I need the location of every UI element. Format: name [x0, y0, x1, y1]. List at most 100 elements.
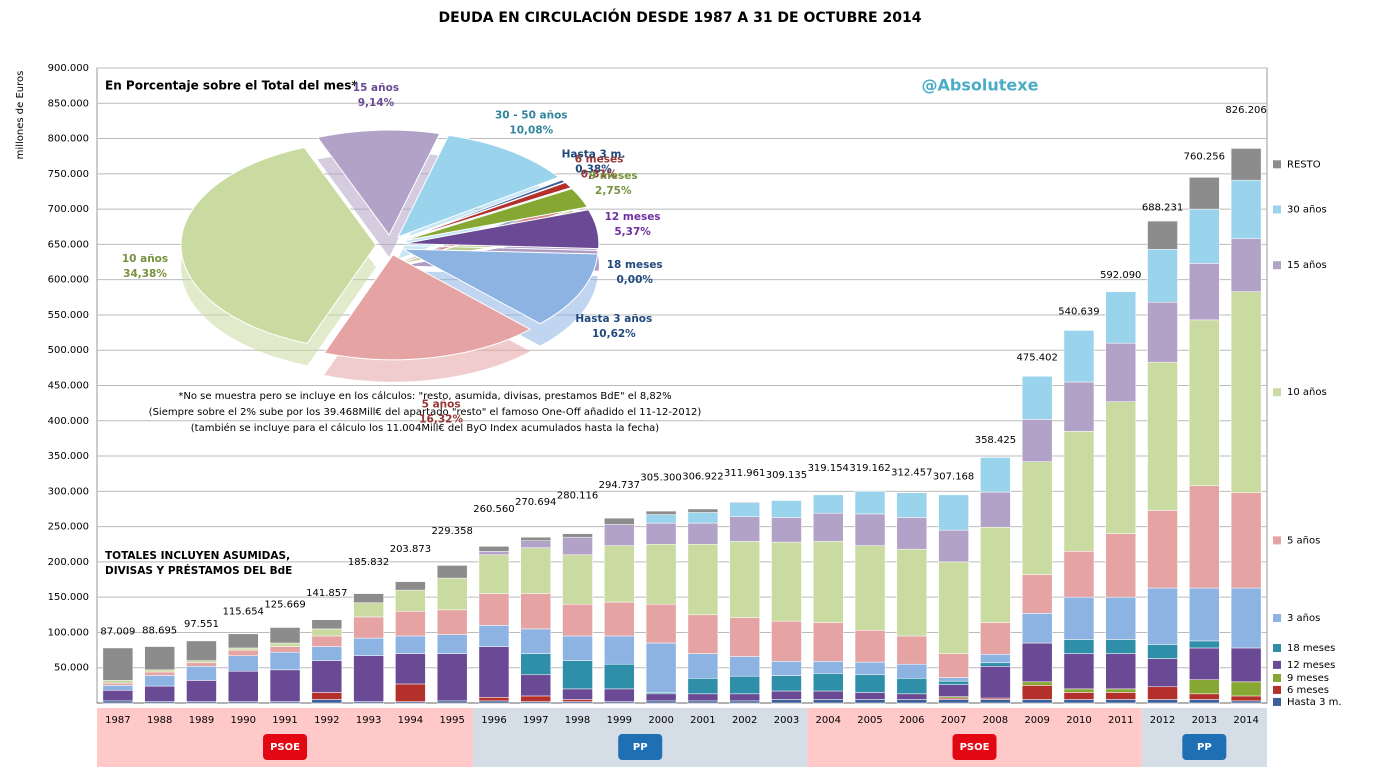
y-tick-label: 800.000 — [48, 134, 89, 145]
bar-segment — [604, 517, 635, 525]
y-tick-label: 200.000 — [48, 557, 89, 568]
bar-segment — [1147, 361, 1178, 511]
bar-segment — [813, 661, 844, 674]
bar-segment — [938, 677, 969, 682]
bar-segment — [729, 541, 760, 618]
bar-segment — [395, 581, 426, 591]
bar-segment — [1105, 533, 1136, 598]
total-label: 319.154 — [808, 463, 849, 474]
bar-segment — [687, 653, 719, 679]
bar-segment — [854, 513, 886, 546]
x-tick-label: 1998 — [565, 715, 590, 726]
bar-segment — [520, 653, 551, 676]
y-tick-label: 500.000 — [48, 345, 89, 356]
total-label: 311.961 — [724, 468, 765, 479]
legend-swatch — [1273, 697, 1281, 706]
bar-segment — [1147, 686, 1178, 700]
bar-segment — [771, 699, 802, 704]
bar-segment — [102, 647, 134, 681]
bar-segment — [1147, 510, 1178, 589]
y-tick-label: 550.000 — [48, 310, 89, 321]
bar-segment — [896, 548, 928, 637]
total-label: 125.669 — [264, 599, 305, 610]
bar-segment — [938, 680, 969, 685]
x-tick-label: 2002 — [732, 715, 757, 726]
bar-segment — [1063, 639, 1095, 654]
bar-segment — [854, 630, 886, 663]
bar-segment — [478, 646, 510, 698]
bar-segment — [854, 545, 886, 631]
bar-segment — [269, 669, 301, 702]
bar-segment — [1105, 596, 1136, 640]
bar-segment — [102, 700, 134, 704]
bar-segment — [896, 678, 928, 695]
bar-segment — [562, 660, 593, 690]
total-label: 475.402 — [1016, 353, 1057, 364]
bar-segment — [186, 680, 217, 702]
bar-segment — [1230, 492, 1262, 589]
bar-segment — [1063, 653, 1095, 690]
bar-segment — [436, 609, 468, 635]
bar-segment — [1105, 401, 1136, 534]
bar-segment — [562, 635, 593, 661]
pie-slice — [401, 181, 573, 241]
bar-segment — [395, 611, 426, 637]
bar-segment — [1189, 177, 1220, 210]
bar-segment — [813, 512, 844, 542]
x-tick-label: 1997 — [523, 715, 548, 726]
bar-segment — [771, 620, 802, 662]
total-label: 185.832 — [348, 557, 389, 568]
bar-segment — [269, 642, 301, 647]
pie-value-label: 2,75% — [595, 185, 632, 197]
pie-slice — [403, 209, 600, 250]
bar-segment — [1021, 419, 1053, 462]
bar-segment — [645, 544, 677, 605]
x-tick-label: 2014 — [1233, 715, 1258, 726]
bar-segment — [1147, 587, 1178, 645]
bar-segment — [980, 527, 1011, 623]
pie-slice — [180, 146, 377, 344]
bar-segment — [520, 536, 551, 541]
y-tick-label: 150.000 — [48, 592, 89, 603]
legend-label: 18 meses — [1287, 643, 1335, 654]
x-tick-label: 2008 — [983, 715, 1008, 726]
total-label: 306.922 — [682, 471, 723, 482]
bar-segment — [813, 673, 844, 692]
annotation: TOTALES INCLUYEN ASUMIDAS, — [105, 550, 290, 562]
legend-swatch — [1273, 205, 1281, 214]
bar-segment — [980, 622, 1011, 655]
bar-segment — [1189, 699, 1220, 704]
bar-segment — [1021, 642, 1053, 683]
x-tick-label: 2009 — [1024, 715, 1049, 726]
bar-segment — [896, 492, 928, 518]
total-label: 141.857 — [306, 588, 347, 599]
bar-segment — [353, 616, 384, 639]
bar-segment — [729, 675, 760, 695]
x-tick-label: 2005 — [857, 715, 882, 726]
bar-segment — [520, 674, 551, 697]
y-tick-label: 650.000 — [48, 239, 89, 250]
total-label: 319.162 — [849, 463, 890, 474]
legend-label: RESTO — [1287, 159, 1321, 170]
bar-segment — [520, 540, 551, 549]
legend-swatch — [1273, 160, 1281, 169]
bar-segment — [813, 699, 844, 704]
bar-segment — [478, 700, 510, 704]
bar-segment — [729, 516, 760, 542]
bar-segment — [311, 646, 343, 661]
bar-segment — [395, 589, 426, 612]
bar-segment — [1230, 291, 1262, 493]
bar-segment — [1147, 658, 1178, 688]
bar-segment — [478, 697, 510, 702]
bar-segment — [1147, 249, 1178, 303]
x-tick-label: 2011 — [1108, 715, 1133, 726]
bar-segment — [562, 688, 593, 700]
bar-segment — [144, 685, 175, 702]
bar-segment — [520, 593, 551, 630]
bar-segment — [1021, 376, 1053, 420]
y-tick-label: 850.000 — [48, 98, 89, 109]
bar-segment — [1021, 681, 1053, 686]
bar-segment — [645, 603, 677, 644]
bar-segment — [478, 625, 510, 647]
